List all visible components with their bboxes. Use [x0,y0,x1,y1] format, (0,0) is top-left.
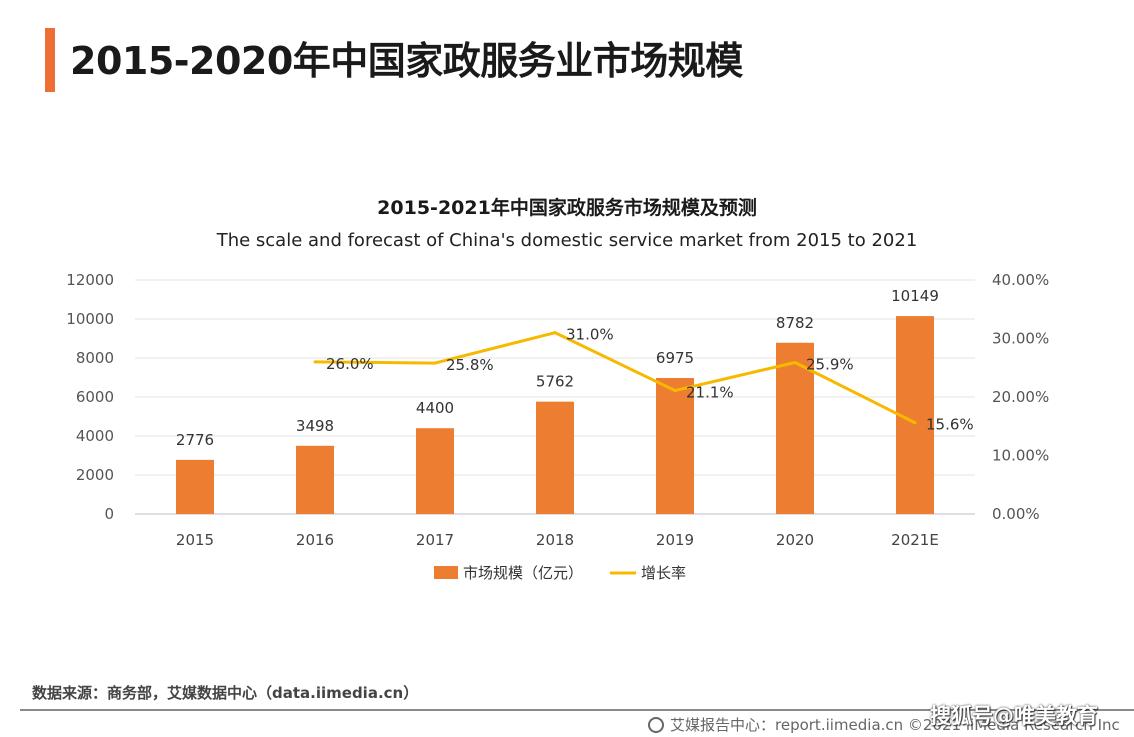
growth-rate-point [313,360,317,364]
bar-value-label: 4400 [416,399,454,417]
footer-divider [20,709,1134,711]
growth-rate-line [314,331,916,425]
bar-value-label: 6975 [656,349,694,367]
y-left-tick-label: 0 [104,505,114,523]
bar [776,342,814,514]
bar [296,445,334,514]
bar-value-label: 3498 [296,417,334,435]
source-note: 数据来源：商务部，艾媒数据中心（data.iimedia.cn） [32,684,419,702]
y-left-tick-label: 12000 [66,271,114,289]
bar [536,401,574,514]
legend-bar-label: 市场规模（亿元） [463,564,583,582]
y-right-tick-label: 30.00% [992,330,1049,348]
x-tick-label: 2021E [891,531,939,549]
bar [176,459,214,514]
growth-rate-label: 25.9% [806,355,854,373]
bar-value-label: 5762 [536,373,574,391]
y-right-tick-label: 20.00% [992,388,1049,406]
x-tick-label: 2018 [536,531,574,549]
x-tick-label: 2016 [296,531,334,549]
chart-canvas: 0 2000 4000 6000 8000 10000 12000 0.00% 10.00% 20… [66,271,1049,582]
y-right-tick-label: 40.00% [992,271,1049,289]
growth-rate-label: 26.0% [326,355,374,373]
x-tick-label: 2019 [656,531,694,549]
footer-label: 艾媒报告中心：report.iimedia.cn ©2021 iiMedia R… [670,716,1120,734]
chart-title: 2015-2021年中国家政服务市场规模及预测 [377,197,757,219]
title-accent-bar [45,28,55,92]
legend-bar-swatch [434,566,458,579]
globe-icon [648,717,664,733]
growth-rate-label: 15.6% [926,416,974,434]
growth-rate-point [913,421,917,425]
y-left-tick-label: 6000 [76,388,114,406]
growth-rate-label: 31.0% [566,326,614,344]
growth-rate-point [553,331,557,335]
y-left-tick-label: 4000 [76,427,114,445]
bar-value-label: 8782 [776,314,814,332]
growth-rate-point [793,360,797,364]
y-right-tick-label: 10.00% [992,447,1049,465]
growth-rate-label: 21.1% [686,384,734,402]
growth-rate-point [433,361,437,365]
growth-rate-point [673,389,677,393]
y-right-tick-label: 0.00% [992,505,1040,523]
legend-line-label: 增长率 [641,564,686,582]
y-left-tick-label: 2000 [76,466,114,484]
page-title: 2015-2020年中国家政服务业市场规模 [70,39,743,83]
bar-value-label: 10149 [891,287,939,305]
watermark: 搜狐号@唯美教育 [930,704,1098,728]
bar [656,377,694,514]
y-left-tick-label: 8000 [76,349,114,367]
footer-text: 艾媒报告中心：report.iimedia.cn ©2021 iiMedia R… [648,714,1120,735]
y-left-tick-label: 10000 [66,310,114,328]
bar-value-label: 2776 [176,431,214,449]
x-tick-label: 2015 [176,531,214,549]
x-tick-label: 2020 [776,531,814,549]
chart-subtitle: The scale and forecast of China's domest… [216,230,918,251]
x-tick-label: 2017 [416,531,454,549]
growth-rate-label: 25.8% [446,356,494,374]
bar [416,428,454,514]
